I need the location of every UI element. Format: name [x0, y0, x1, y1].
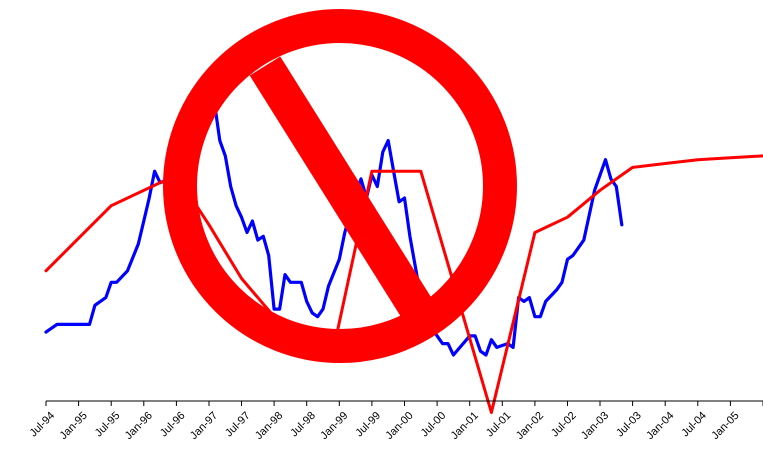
x-tick-label: Jul-96: [158, 410, 188, 440]
x-tick-label: Jul-97: [223, 410, 253, 440]
x-tick-label: Jul-99: [353, 410, 383, 440]
x-tick-label: Jan-99: [318, 410, 350, 442]
x-tick-label: Jul-94: [28, 410, 58, 440]
series-line-red: [44, 154, 763, 414]
x-tick-label: Jan-96: [123, 410, 155, 442]
x-tick-label: Jul-98: [288, 410, 318, 440]
x-tick-label: Jul-00: [419, 410, 449, 440]
x-tick-label: Jan-95: [58, 410, 90, 442]
series-layer: [44, 92, 763, 414]
x-tick-label: Jan-98: [253, 410, 285, 442]
x-axis-ticks: Jul-94 Jan-95 Jul-95 Jan-96 Jul-96 Jan-97 Jul-…: [28, 401, 763, 442]
x-tick-label: Jan-01: [449, 410, 481, 442]
x-tick-label: Jan-05: [709, 410, 741, 442]
x-tick-label: Jul-95: [93, 410, 123, 440]
series-line-blue: [44, 92, 624, 357]
prohibition-slash: [249, 56, 437, 325]
x-tick-label: Jan-97: [188, 410, 220, 442]
x-tick-label: Jul-02: [549, 410, 579, 440]
x-tick-label: Jan-00: [383, 410, 415, 442]
prohibition-ring: [163, 9, 517, 363]
x-tick-label: Jan-03: [579, 410, 611, 442]
x-tick-label: Jul-03: [614, 410, 644, 440]
prohibition-sign-icon: [163, 9, 517, 363]
x-tick-label: Jan-02: [514, 410, 546, 442]
x-tick-label: Jul-01: [484, 410, 514, 440]
x-tick-label: Jul-04: [679, 410, 709, 440]
x-tick-label: Jan-04: [644, 410, 676, 442]
